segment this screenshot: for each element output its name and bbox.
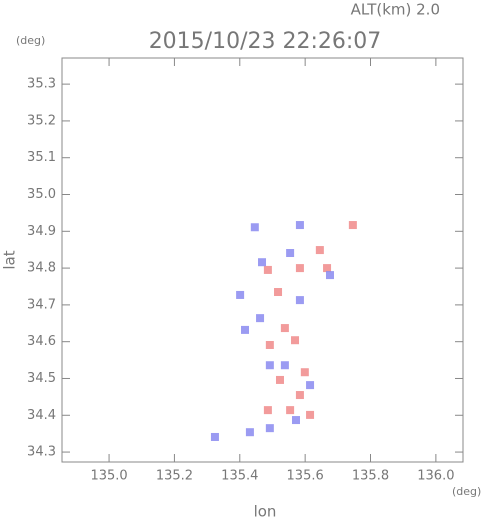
x-tick-label: 135.0: [90, 469, 127, 484]
plot-frame: [61, 57, 464, 463]
echo-cell: [291, 416, 300, 425]
y-tick-label: 35.2: [27, 113, 56, 128]
echo-cell: [280, 361, 289, 370]
echo-cell: [291, 336, 300, 345]
y-tick-label: 35.0: [27, 187, 56, 202]
echo-cell: [286, 249, 295, 258]
echo-cell: [245, 428, 254, 437]
echo-cell: [258, 258, 267, 267]
echo-cell: [295, 391, 304, 400]
echo-cell: [236, 290, 245, 299]
echo-cell: [325, 271, 334, 280]
y-tick-label: 34.5: [27, 371, 56, 386]
echo-cell: [286, 406, 295, 415]
y-tick-label: 35.1: [27, 150, 56, 165]
echo-cell: [265, 340, 274, 349]
echo-cell: [280, 324, 289, 333]
y-tick-label: 34.4: [27, 408, 56, 423]
x-unit: (deg): [452, 485, 481, 498]
echo-cell: [323, 264, 332, 273]
y-tick-label: 35.3: [27, 77, 56, 92]
x-tick-label: 135.2: [156, 469, 193, 484]
echo-cell: [263, 406, 272, 415]
echo-cell: [306, 410, 315, 419]
echo-cell: [275, 375, 284, 384]
y-tick-label: 34.7: [27, 297, 56, 312]
y-tick-label: 34.8: [27, 261, 56, 276]
y-tick-label: 34.6: [27, 334, 56, 349]
x-tick-label: 135.6: [287, 469, 324, 484]
y-unit: (deg): [16, 34, 45, 47]
echo-cell: [265, 424, 274, 433]
echo-cell: [274, 288, 283, 297]
echo-cell: [250, 223, 259, 232]
echo-cell: [306, 381, 315, 390]
y-tick-label: 34.9: [27, 224, 56, 239]
altitude-label: ALT(km) 2.0: [351, 1, 440, 19]
echo-cell: [295, 264, 304, 273]
x-tick-label: 136.0: [417, 469, 454, 484]
echo-cell: [295, 221, 304, 230]
echo-cell: [315, 246, 324, 255]
chart-title: 2015/10/23 22:26:07: [149, 29, 382, 54]
echo-cell: [263, 265, 272, 274]
echo-cell: [295, 296, 304, 305]
echo-cell: [210, 432, 219, 441]
echo-cell: [348, 221, 357, 230]
echo-cell: [241, 325, 250, 334]
x-axis-label: lon: [254, 503, 277, 521]
y-tick-label: 34.3: [27, 445, 56, 460]
y-axis-label: lat: [1, 250, 19, 269]
echo-cell: [300, 368, 309, 377]
x-tick-label: 135.8: [352, 469, 389, 484]
x-tick-label: 135.4: [221, 469, 258, 484]
echo-cell: [265, 361, 274, 370]
echo-cell: [256, 314, 265, 323]
